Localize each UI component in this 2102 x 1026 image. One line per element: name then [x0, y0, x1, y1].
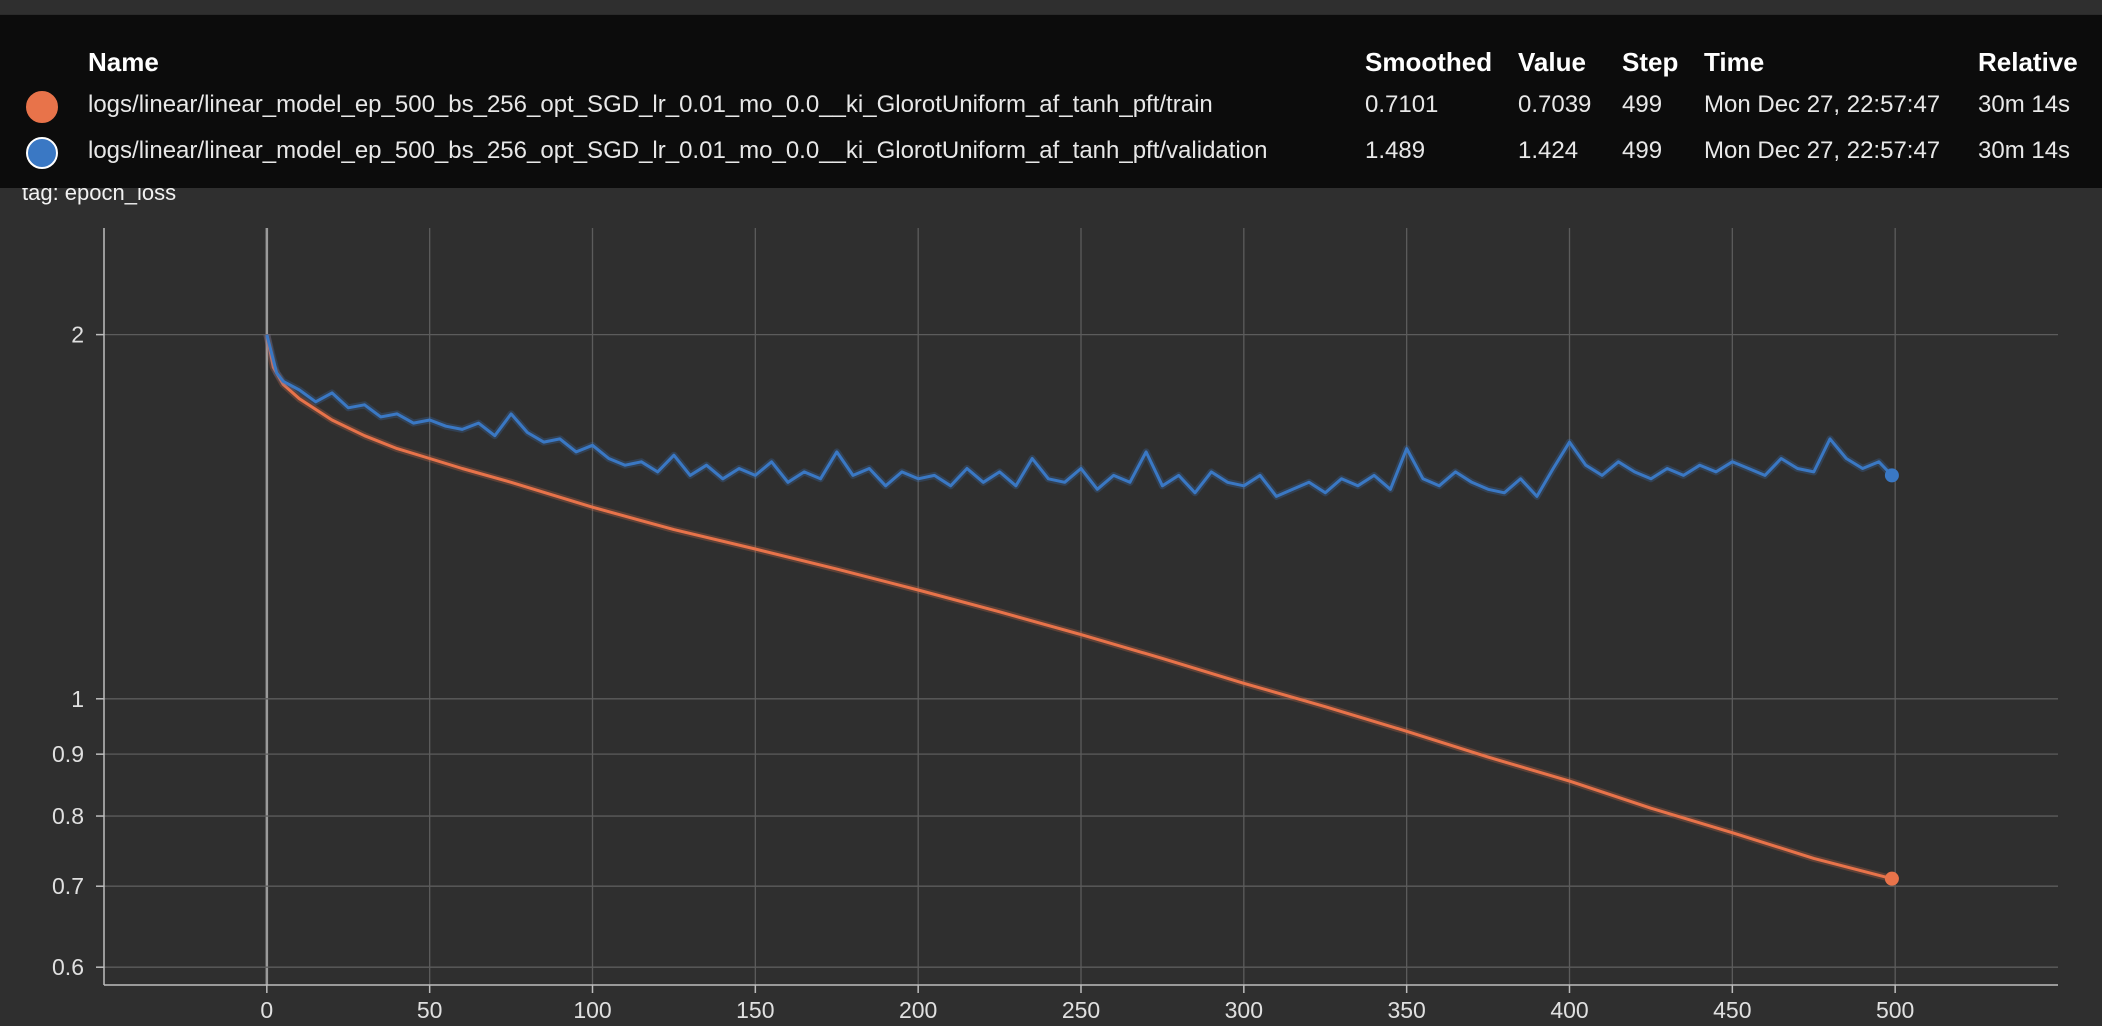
x-tick-label: 150: [736, 997, 774, 1023]
x-tick-label: 100: [573, 997, 611, 1023]
train-value: 0.7039: [1518, 91, 1592, 118]
validation-run-name: logs/linear/linear_model_ep_500_bs_256_o…: [88, 137, 1268, 164]
header-smoothed: Smoothed: [1365, 47, 1493, 77]
x-tick-label: 300: [1225, 997, 1263, 1023]
train-color-swatch: [26, 91, 58, 123]
y-tick-label: 0.9: [52, 741, 84, 767]
y-tick-label: 0.8: [52, 803, 84, 829]
validation-series-line: [265, 334, 1893, 498]
validation-relative: 30m 14s: [1978, 137, 2071, 164]
y-tick-label: 0.7: [52, 873, 84, 899]
train-smoothed: 0.7101: [1365, 91, 1439, 118]
x-tick-label: 50: [417, 997, 443, 1023]
x-tick-label: 450: [1713, 997, 1751, 1023]
x-tick-label: 200: [899, 997, 937, 1023]
tooltip-header-row: Name Smoothed Value Step Time Relative: [0, 41, 2102, 81]
x-tick-label: 500: [1876, 997, 1914, 1023]
x-tick-label: 400: [1550, 997, 1588, 1023]
tooltip-row-train: logs/linear/linear_model_ep_500_bs_256_o…: [0, 85, 2102, 125]
train-series-line: [265, 334, 1893, 881]
train-last-point: [1884, 871, 1899, 886]
validation-value: 1.424: [1518, 137, 1579, 164]
validation-last-point: [1884, 468, 1899, 483]
x-tick-label: 350: [1387, 997, 1425, 1023]
header-relative: Relative: [1978, 47, 2078, 77]
validation-color-swatch: [26, 137, 58, 169]
y-tick-label: 1: [71, 686, 84, 712]
validation-smoothed: 1.489: [1365, 137, 1426, 164]
train-run-name: logs/linear/linear_model_ep_500_bs_256_o…: [88, 91, 1213, 118]
validation-time: Mon Dec 27, 22:57:47: [1704, 137, 1941, 164]
chart-tooltip: Name Smoothed Value Step Time Relative l…: [0, 14, 2102, 188]
train-step: 499: [1622, 91, 1663, 118]
header-step: Step: [1622, 47, 1679, 77]
y-tick-label: 0.6: [52, 954, 84, 980]
header-value: Value: [1518, 47, 1586, 77]
train-time: Mon Dec 27, 22:57:47: [1704, 91, 1941, 118]
train-relative: 30m 14s: [1978, 91, 2071, 118]
header-time: Time: [1704, 47, 1765, 77]
x-tick-label: 0: [260, 997, 273, 1023]
header-name: Name: [88, 47, 159, 77]
x-tick-label: 250: [1062, 997, 1100, 1023]
tooltip-row-validation: logs/linear/linear_model_ep_500_bs_256_o…: [0, 131, 2102, 171]
validation-step: 499: [1622, 137, 1663, 164]
y-tick-label: 2: [71, 322, 84, 348]
